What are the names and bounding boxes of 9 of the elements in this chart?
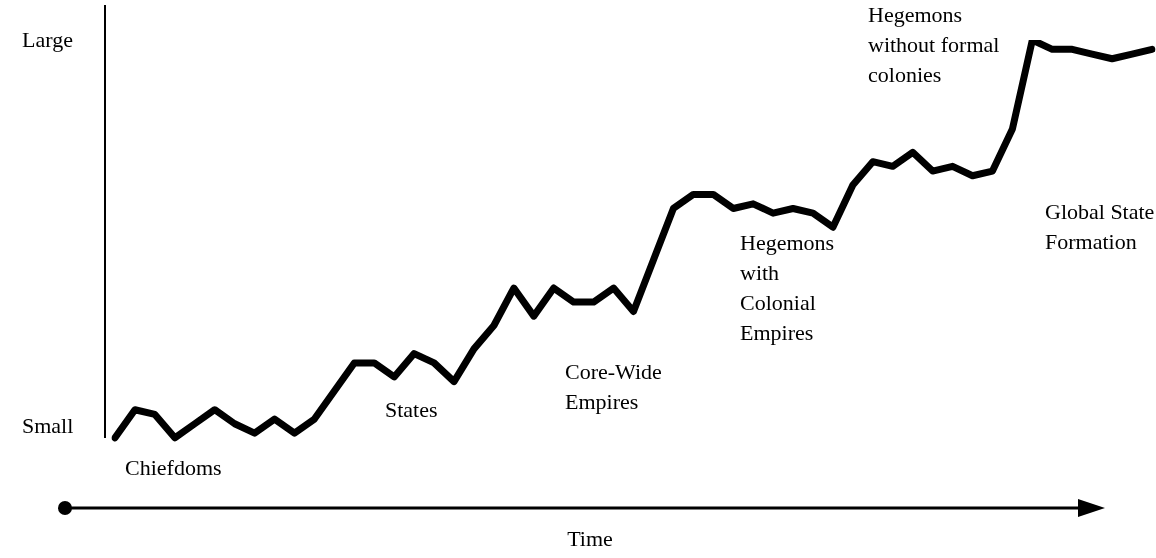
annotation: Chiefdoms — [125, 454, 222, 480]
annotation: Core-Wide Empires — [565, 358, 662, 414]
text: Small — [22, 412, 74, 438]
annotation: Hegemons with Colonial Empires — [740, 229, 835, 345]
annotation: States — [385, 396, 438, 422]
text: Large — [22, 26, 73, 52]
annotation: Global State Formation — [1045, 198, 1155, 254]
annotation: Hegemons without formal colonies — [868, 1, 1000, 87]
x-axis-title: Time — [567, 525, 613, 551]
